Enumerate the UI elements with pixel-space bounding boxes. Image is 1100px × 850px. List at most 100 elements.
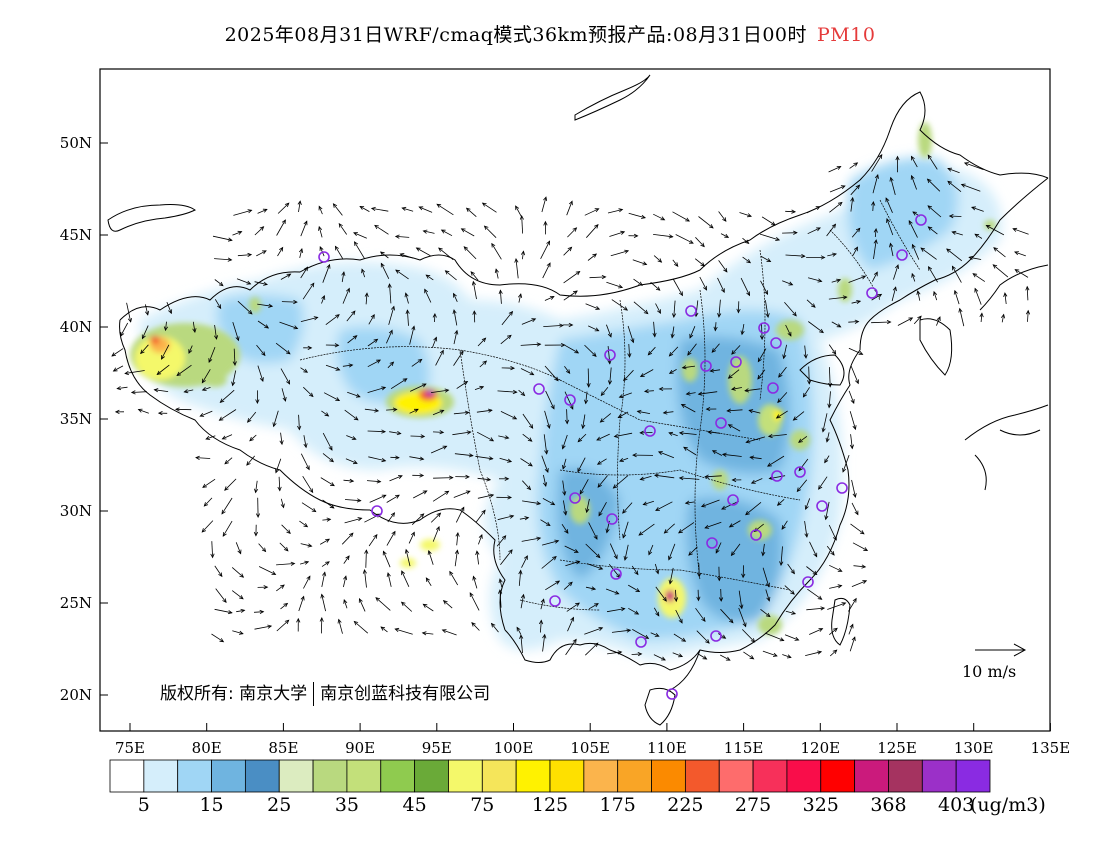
colorbar-tick-label: 35 [334,794,360,816]
wind-arrow [276,584,285,592]
wind-arrow [718,588,724,602]
wind-arrow [597,475,608,488]
wind-arrow [760,280,769,296]
wind-arrow [303,435,308,449]
wind-arrow [606,607,626,613]
colorbar-swatch [312,759,348,793]
wind-arrow [442,599,453,609]
wind-arrow [388,305,395,325]
wind-arrow [749,455,762,460]
wind-arrow [948,214,962,219]
wind-arrow [153,388,169,393]
wind-arrow [807,366,812,385]
colorbar-swatch [752,759,788,793]
wind-arrow [741,565,746,579]
wind-arrow [343,478,355,483]
wind-arrow [928,266,938,283]
wind-arrow [405,309,410,326]
wind-arrow [871,293,883,301]
wind-arrow [782,280,794,286]
wind-arrow [785,209,797,214]
wind-arrow [711,450,723,456]
wind-arrow [610,249,630,257]
wind-arrow [343,599,348,609]
wind-arrow [199,410,213,417]
wind-arrow [325,364,341,371]
wind-arrow [1000,313,1006,323]
wind-arrow [586,563,604,570]
wind-arrow [850,184,861,196]
wind-arrow [650,632,660,637]
colorbar-swatch [177,759,212,793]
wind-arrow [809,541,818,558]
wind-arrow [927,154,938,170]
wind-arrow [852,246,858,256]
wind-arrow [1025,285,1030,301]
wind-arrow [829,627,838,636]
wind-arrow [727,369,740,379]
wind-arrow [784,585,795,595]
colorbar-swatch [346,759,382,793]
wind-arrow [688,546,698,556]
wind-arrow [1012,227,1029,235]
colorbar-swatch [786,759,822,793]
wind-arrow [543,323,564,328]
wind-arrow [394,234,410,239]
wind-arrow [475,550,480,565]
wind-arrow [471,622,480,631]
wind-arrow [828,524,837,541]
wind-arrow [585,303,601,310]
wind-arrow [430,388,450,393]
wind-arrow [587,253,598,261]
wind-arrow [585,586,597,591]
wind-arrow [718,211,727,222]
wind-arrow [782,344,787,360]
wind-arrow [662,410,674,415]
wind-arrow [275,458,282,474]
wind-arrow [717,299,722,318]
colorbar-tick-label: 275 [734,794,772,816]
wind-arrow [519,516,530,521]
lon-label: 135E [1031,739,1071,757]
wind-arrow [776,499,785,506]
wind-arrow [325,314,340,326]
wind-arrow [188,345,193,354]
wind-arrow [318,205,323,215]
wind-arrow [475,455,494,461]
wind-arrow [609,230,626,237]
wind-arrow [296,617,301,632]
wind-arrow [678,431,697,436]
wind-arrow [353,232,367,239]
wind-arrow [303,345,313,350]
station-marker [569,492,581,504]
wind-arrow [889,242,894,257]
wind-arrow [453,350,464,366]
wind-arrow [765,300,770,318]
wind-arrow [851,580,868,587]
wind-arrow [829,201,843,213]
wind-arrow [279,432,284,446]
colorbar-swatch [854,759,889,793]
wind-arrow [628,607,640,615]
station-marker [771,470,783,482]
wind-arrow [632,259,648,266]
wind-arrow [871,154,883,172]
wind-arrow [566,200,573,216]
wind-arrow [499,476,510,481]
wind-arrow [586,368,591,388]
wind-arrow [367,386,387,393]
wind-arrow [927,205,942,218]
wind-arrow [827,367,833,388]
wind-arrow [380,262,390,279]
wind-arrow [364,292,369,305]
wind-arrow [829,185,846,193]
wind-arrow [390,378,408,390]
wind-arrow [885,197,893,213]
province-borders [299,199,921,611]
wind-arrow [596,433,610,441]
wind-arrow [389,475,403,482]
wind-arrow [237,252,253,257]
wind-arrow [972,273,986,282]
wind-arrow [479,360,488,368]
wind-arrow [214,299,222,310]
